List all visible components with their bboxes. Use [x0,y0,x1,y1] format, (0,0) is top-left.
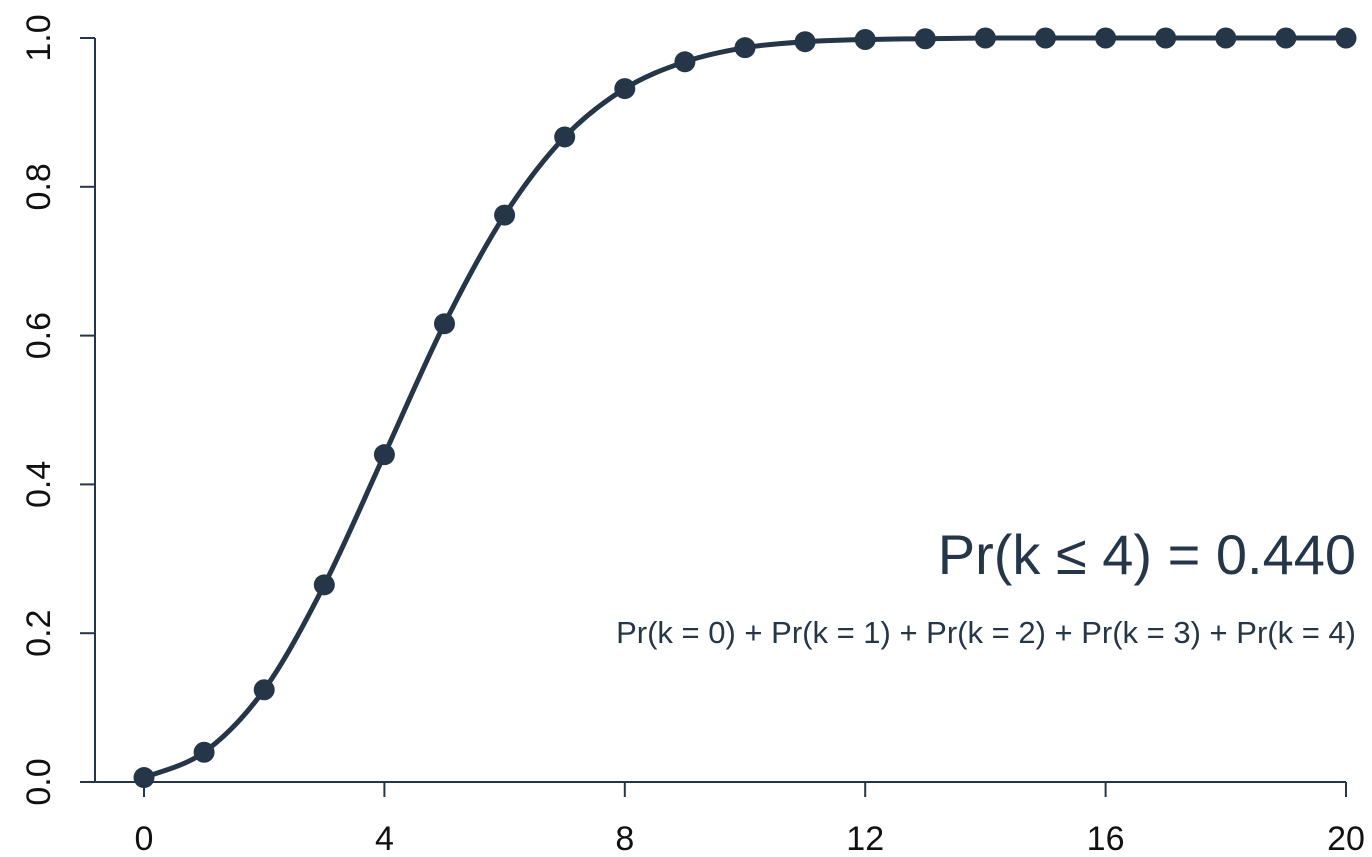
plot-area [133,27,1357,789]
x-tick-label: 4 [375,820,394,857]
y-tick-label: 0.0 [20,758,58,805]
x-tick-label: 12 [846,820,884,857]
data-point [1215,27,1237,49]
data-point [253,679,275,701]
data-point [1035,27,1056,49]
data-point [914,28,936,50]
data-point [974,27,996,49]
data-point [313,574,335,596]
data-point [1335,27,1357,49]
data-point [674,51,696,73]
annotation-cumulative-probability: Pr(k ≤ 4) = 0.440 [938,523,1356,586]
data-point [1095,27,1117,49]
data-point [193,741,215,763]
y-tick-label: 0.8 [20,163,58,210]
data-point [494,204,516,226]
series-line [141,35,1349,781]
x-tick-label: 0 [135,820,154,857]
data-point [734,37,756,59]
data-point [434,313,455,335]
data-point [1275,27,1297,49]
data-point [794,31,816,53]
y-tick-label: 1.0 [20,14,58,61]
data-point [133,767,155,789]
y-tick-label: 0.4 [20,461,58,508]
x-tick-label: 16 [1087,820,1125,857]
x-tick-label: 8 [615,820,634,857]
data-point [373,444,395,466]
axes: 0.0 0.2 0.4 0.6 0.8 1.0 0 4 8 12 16 20 [20,14,1365,857]
y-tick-label: 0.6 [20,312,58,359]
data-point [854,28,876,50]
data-point [614,78,636,100]
data-point [554,126,576,148]
y-tick-label: 0.2 [20,610,58,657]
annotation-sum-of-terms: Pr(k = 0) + Pr(k = 1) + Pr(k = 2) + Pr(k… [616,615,1356,650]
data-point [1155,27,1177,49]
x-tick-label: 20 [1327,820,1365,857]
